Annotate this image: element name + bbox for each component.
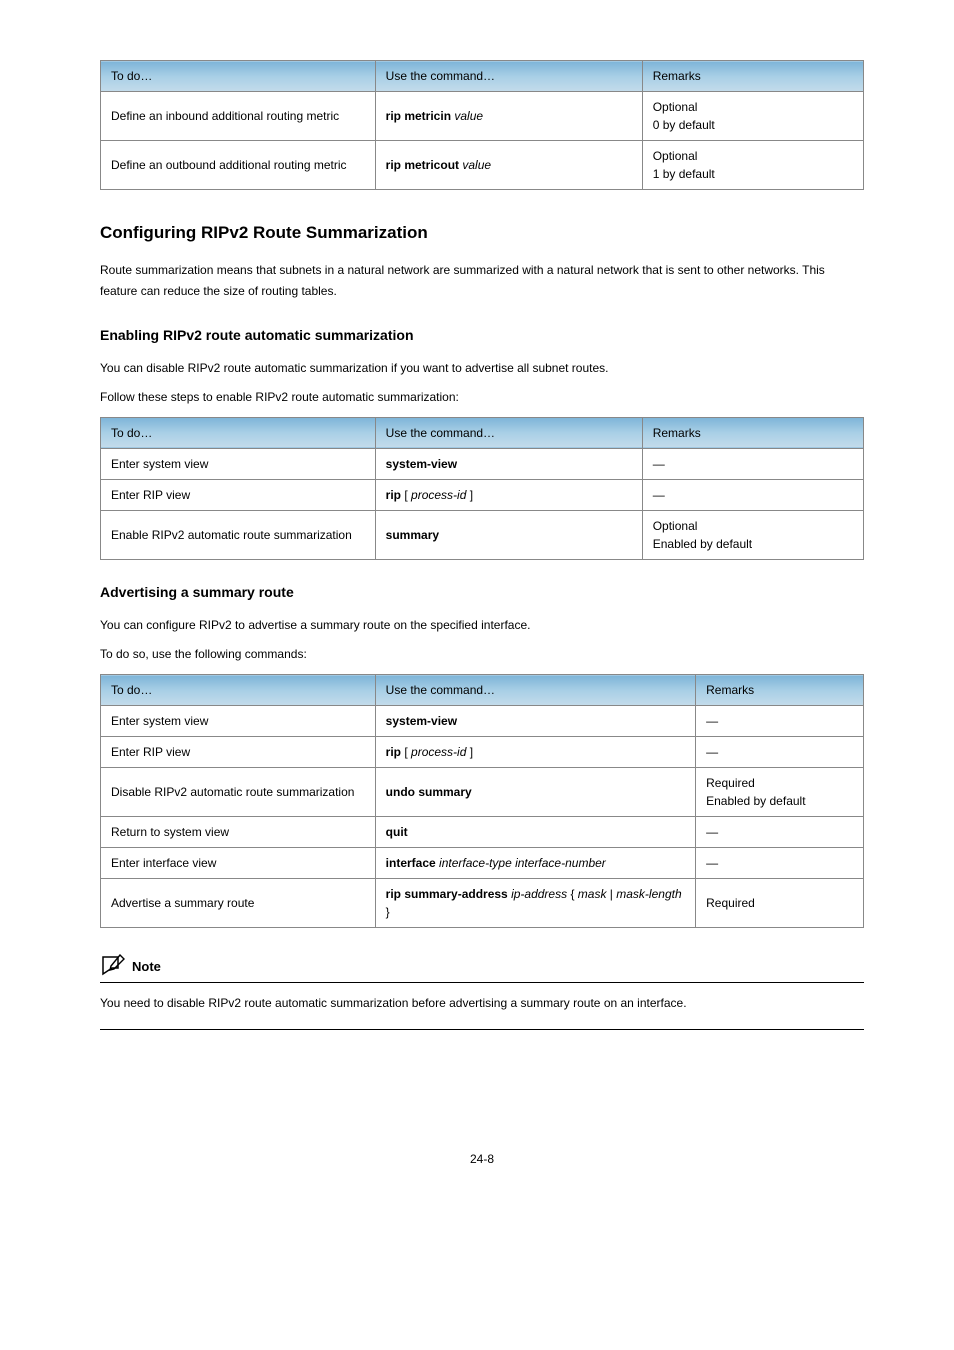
th-cmd: Use the command… <box>375 675 695 706</box>
cell: Define an inbound additional routing met… <box>101 92 376 141</box>
cell: rip [ process-id ] <box>375 737 695 768</box>
table-auto-summary: To do… Use the command… Remarks Enter sy… <box>100 417 864 560</box>
table-row: Advertise a summary route rip summary-ad… <box>101 879 864 928</box>
table-row: Enter interface view interface interface… <box>101 848 864 879</box>
rem-line: Enabled by default <box>653 537 752 551</box>
th-todo: To do… <box>101 675 376 706</box>
cell: quit <box>375 817 695 848</box>
cmd-bold: undo summary <box>386 785 472 799</box>
cell: Optional 0 by default <box>642 92 863 141</box>
cmd-bold: rip metricin <box>386 109 451 123</box>
cmd-ital: ip-address <box>511 887 567 901</box>
cell: rip metricout value <box>375 141 642 190</box>
th-todo: To do… <box>101 417 376 448</box>
cmd-bold: rip <box>386 488 401 502</box>
table-row: Return to system view quit — <box>101 817 864 848</box>
cell: Enter interface view <box>101 848 376 879</box>
cell: Required Enabled by default <box>696 768 864 817</box>
th-rem: Remarks <box>696 675 864 706</box>
cell: system-view <box>375 448 642 479</box>
cmd-bold: rip summary-address <box>386 887 508 901</box>
cell: rip summary-address ip-address { mask | … <box>375 879 695 928</box>
cell: interface interface-type interface-numbe… <box>375 848 695 879</box>
cell: Enter system view <box>101 448 376 479</box>
rem-line: 1 by default <box>653 167 715 181</box>
table-row: Enable RIPv2 automatic route summarizati… <box>101 510 864 559</box>
th-rem: Remarks <box>642 61 863 92</box>
subsection-heading: Enabling RIPv2 route automatic summariza… <box>100 325 864 346</box>
table-advertise-summary: To do… Use the command… Remarks Enter sy… <box>100 674 864 928</box>
cmd-bold: interface <box>386 856 436 870</box>
cell: summary <box>375 510 642 559</box>
cell: Enable RIPv2 automatic route summarizati… <box>101 510 376 559</box>
rem-line: Optional <box>653 100 698 114</box>
cmd-ital: process-id <box>411 745 466 759</box>
table-row: Define an outbound additional routing me… <box>101 141 864 190</box>
cell: undo summary <box>375 768 695 817</box>
cell: — <box>696 848 864 879</box>
note-header: Note <box>100 954 864 976</box>
cmd-bold: quit <box>386 825 408 839</box>
cmd-ital: value <box>451 109 483 123</box>
th-rem: Remarks <box>642 417 863 448</box>
cell: — <box>696 817 864 848</box>
cmd-bold: system-view <box>386 457 457 471</box>
cell: rip [ process-id ] <box>375 479 642 510</box>
note-label: Note <box>132 957 161 977</box>
cell: Optional Enabled by default <box>642 510 863 559</box>
rem-line: Required <box>706 776 755 790</box>
rem-line: Optional <box>653 519 698 533</box>
cell: — <box>696 737 864 768</box>
table-row: Define an inbound additional routing met… <box>101 92 864 141</box>
cell: Enter RIP view <box>101 737 376 768</box>
rem-line: Enabled by default <box>706 794 805 808</box>
cell: Advertise a summary route <box>101 879 376 928</box>
table-row: Enter RIP view rip [ process-id ] — <box>101 479 864 510</box>
cell: Disable RIPv2 automatic route summarizat… <box>101 768 376 817</box>
th-todo: To do… <box>101 61 376 92</box>
cmd-bold: rip metricout <box>386 158 459 172</box>
section-heading: Configuring RIPv2 Route Summarization <box>100 220 864 246</box>
cell: Define an outbound additional routing me… <box>101 141 376 190</box>
body-text: Follow these steps to enable RIPv2 route… <box>100 387 864 409</box>
cell: rip metricin value <box>375 92 642 141</box>
page-number: 24-8 <box>100 1150 864 1168</box>
rem-line: 0 by default <box>653 118 715 132</box>
th-cmd: Use the command… <box>375 61 642 92</box>
note-icon <box>100 954 126 976</box>
cell: Optional 1 by default <box>642 141 863 190</box>
th-cmd: Use the command… <box>375 417 642 448</box>
note-divider <box>100 982 864 983</box>
note-divider <box>100 1029 864 1030</box>
table-row: Enter RIP view rip [ process-id ] — <box>101 737 864 768</box>
cmd-bold: rip <box>386 745 401 759</box>
cmd-bold: summary <box>386 528 439 542</box>
cmd-after: [ process-id ] <box>401 488 473 502</box>
table-row: Disable RIPv2 automatic route summarizat… <box>101 768 864 817</box>
table-row: Enter system view system-view — <box>101 448 864 479</box>
cell: — <box>642 479 863 510</box>
cell: Enter RIP view <box>101 479 376 510</box>
cell: Required <box>696 879 864 928</box>
body-text: You can configure RIPv2 to advertise a s… <box>100 615 864 637</box>
cell: system-view <box>375 706 695 737</box>
table-row: Enter system view system-view — <box>101 706 864 737</box>
cell: Return to system view <box>101 817 376 848</box>
body-text: You can disable RIPv2 route automatic su… <box>100 358 864 380</box>
cell: Enter system view <box>101 706 376 737</box>
body-text: To do so, use the following commands: <box>100 644 864 666</box>
cmd-ital: mask-length <box>616 887 681 901</box>
section-intro: Route summarization means that subnets i… <box>100 260 864 303</box>
note-text: You need to disable RIPv2 route automati… <box>100 993 864 1015</box>
cmd-bold: system-view <box>386 714 457 728</box>
table-metric: To do… Use the command… Remarks Define a… <box>100 60 864 190</box>
cmd-ital: value <box>459 158 491 172</box>
cell: — <box>642 448 863 479</box>
subsection-heading: Advertising a summary route <box>100 582 864 603</box>
cmd-ital: mask <box>578 887 607 901</box>
cmd-ital: interface-type interface-number <box>439 856 606 870</box>
rem-line: Optional <box>653 149 698 163</box>
cell: — <box>696 706 864 737</box>
